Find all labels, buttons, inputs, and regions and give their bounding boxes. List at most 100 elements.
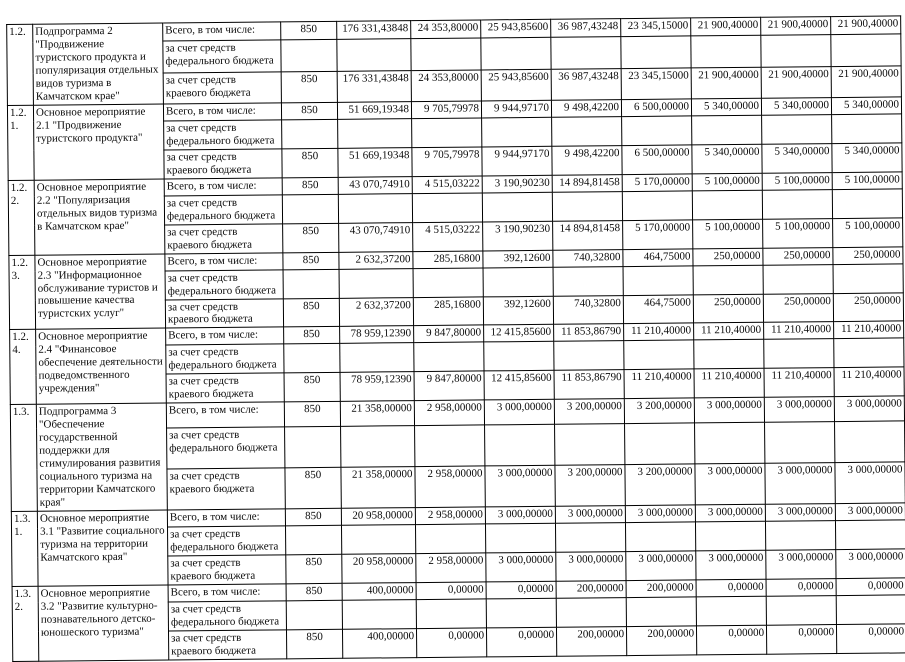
amount-cell: 21 900,40000 — [831, 65, 902, 98]
amount-cell: 11 210,40000 — [834, 367, 905, 397]
amount-cell: 250,00000 — [833, 292, 904, 323]
budget-code: 850 — [281, 70, 338, 103]
amount-cell — [764, 421, 835, 464]
amount-cell — [762, 189, 833, 219]
amount-cell: 21 900,40000 — [691, 66, 762, 99]
amount-cell: 200,00000 — [556, 580, 627, 599]
amount-cell — [765, 520, 836, 551]
budget-code: 850 — [285, 554, 343, 584]
amount-cell: 250,00000 — [693, 293, 764, 324]
funding-source-label: за счет средств федерального бюджета — [166, 426, 285, 469]
funding-source-label: Всего, в том числе: — [162, 21, 281, 42]
amount-cell: 400,00000 — [342, 582, 417, 601]
amount-cell: 176 331,43848 — [337, 70, 412, 103]
amount-cell — [554, 423, 625, 466]
amount-cell: 0,00000 — [416, 581, 487, 600]
funding-source-label: Всего, в том числе: — [168, 583, 287, 602]
budget-code: 850 — [281, 102, 338, 120]
amount-cell: 5 100,00000 — [762, 218, 833, 248]
amount-cell — [836, 594, 905, 625]
amount-cell — [695, 521, 766, 551]
amount-cell: 11 210,40000 — [764, 367, 835, 398]
amount-cell — [832, 188, 903, 219]
amount-cell: 36 987,43248 — [551, 68, 622, 101]
amount-cell — [620, 36, 692, 69]
amount-cell: 9 705,79978 — [411, 146, 483, 177]
amount-cell: 200,00000 — [556, 626, 627, 657]
amount-cell: 9 705,79978 — [411, 100, 482, 119]
amount-cell — [485, 523, 556, 553]
amount-cell — [690, 35, 762, 68]
amount-cell: 3 000,00000 — [625, 504, 696, 523]
amount-cell: 740,32800 — [552, 249, 624, 267]
amount-cell: 12 415,85600 — [484, 370, 555, 401]
amount-cell — [553, 341, 625, 371]
amount-cell — [482, 191, 553, 222]
row-index: 1.3.1. — [11, 511, 39, 587]
amount-cell: 0,00000 — [486, 581, 557, 599]
amount-cell: 51 669,19348 — [337, 101, 412, 120]
amount-cell — [414, 424, 485, 467]
amount-cell: 250,00000 — [763, 293, 834, 323]
amount-cell: 3 000,00000 — [765, 549, 837, 580]
funding-source-label: за счет средств краевого бюджета — [163, 148, 283, 179]
amount-cell: 11 853,86790 — [553, 324, 624, 342]
amount-cell: 11 853,86790 — [554, 369, 625, 400]
amount-cell: 0,00000 — [486, 627, 557, 657]
amount-cell — [339, 268, 414, 298]
amount-cell — [483, 341, 555, 372]
amount-cell: 3 200,00000 — [554, 464, 626, 507]
amount-cell: 3 000,00000 — [695, 550, 767, 580]
amount-cell: 285,16800 — [412, 250, 484, 269]
budget-code — [286, 600, 343, 630]
amount-cell — [336, 38, 412, 71]
budget-code: 850 — [284, 372, 341, 403]
amount-cell: 0,00000 — [416, 627, 487, 658]
amount-cell: 200,00000 — [626, 579, 697, 598]
amount-cell: 3 000,00000 — [625, 550, 697, 581]
amount-cell: 43 070,74910 — [338, 176, 413, 195]
program-name: Основное мероприятие 3.1 "Развитие социа… — [37, 510, 169, 587]
amount-cell — [555, 522, 626, 553]
amount-cell: 4 515,03222 — [412, 175, 483, 194]
amount-cell: 5 100,00000 — [832, 217, 903, 248]
amount-cell: 2 958,00000 — [414, 400, 485, 426]
amount-cell — [623, 265, 694, 296]
funding-source-label: за счет средств федерального бюджета — [165, 344, 285, 375]
program-name: Основное мероприятие 2.1 "Продвижение ту… — [33, 103, 165, 180]
amount-cell: 21 900,40000 — [690, 17, 761, 37]
amount-cell: 4 515,03222 — [412, 221, 483, 252]
funding-source-label: за счет средств федерального бюджета — [163, 119, 282, 150]
amount-cell — [411, 117, 482, 148]
amount-cell: 25 943,85600 — [480, 19, 551, 39]
amount-cell — [550, 36, 622, 69]
budget-table-body: 1.2. Подпрограмма 2 "Продвижение туристск… — [6, 15, 905, 662]
amount-cell: 2 958,00000 — [415, 552, 487, 583]
amount-cell: 21 358,00000 — [340, 400, 415, 426]
amount-cell: 21 900,40000 — [761, 66, 832, 99]
budget-code — [283, 343, 341, 374]
amount-cell: 3 200,00000 — [624, 398, 695, 424]
amount-cell: 250,00000 — [832, 246, 904, 265]
funding-source-label: Всего, в том числе: — [167, 508, 286, 528]
amount-cell: 25 943,85600 — [481, 68, 552, 101]
amount-cell: 5 340,00000 — [691, 98, 762, 116]
amount-cell: 0,00000 — [766, 624, 837, 655]
amount-cell: 5 170,00000 — [622, 219, 693, 250]
amount-cell: 3 190,90230 — [482, 174, 553, 193]
amount-cell: 3 000,00000 — [485, 506, 556, 524]
amount-cell: 36 987,43248 — [550, 18, 621, 38]
row-index: 1.2.2. — [8, 179, 35, 256]
funding-source-label: за счет средств краевого бюджета — [163, 71, 282, 104]
budget-code — [282, 194, 339, 224]
amount-cell: 3 000,00000 — [835, 502, 905, 521]
amount-cell: 0,00000 — [766, 578, 837, 597]
amount-cell: 3 000,00000 — [834, 396, 905, 422]
amount-cell: 285,16800 — [413, 296, 484, 327]
funding-source-label: Всего, в том числе: — [164, 252, 284, 271]
amount-cell: 5 170,00000 — [622, 173, 693, 192]
amount-cell: 9 944,97170 — [481, 100, 552, 118]
row-index: 1.3. — [10, 404, 38, 512]
amount-cell: 5 340,00000 — [831, 96, 902, 115]
amount-cell — [338, 193, 413, 223]
